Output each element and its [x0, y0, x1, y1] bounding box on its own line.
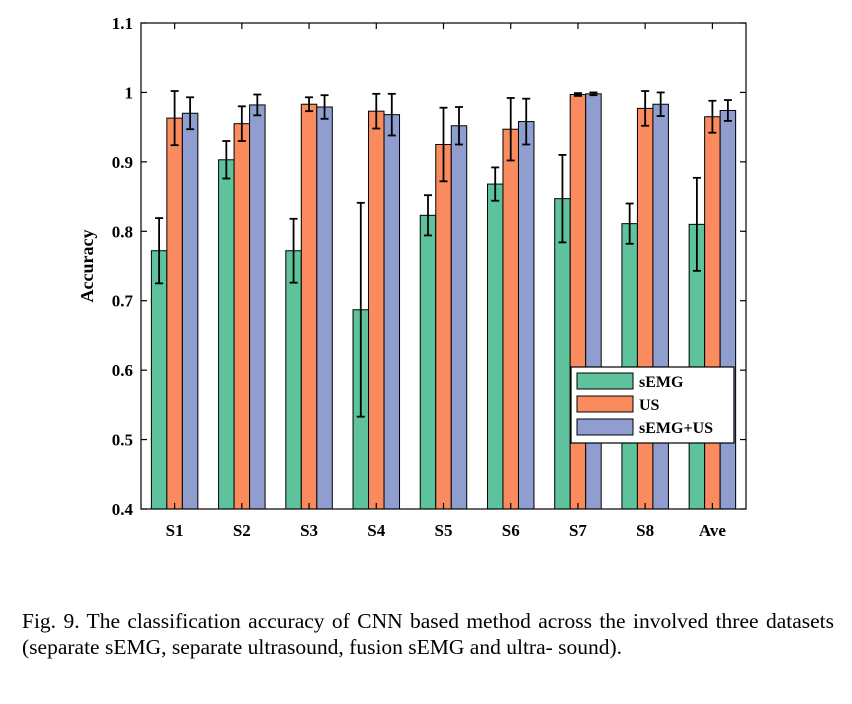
bar-semg-s3 — [285, 250, 302, 510]
x-tick-label: Ave — [699, 521, 727, 540]
error-bar — [305, 96, 314, 113]
legend-label: US — [639, 397, 660, 414]
bar-semg-us-s6 — [517, 121, 535, 510]
figure-caption: Fig. 9. The classification accuracy of C… — [22, 609, 834, 659]
bar-semg-s7 — [554, 198, 571, 510]
legend-swatch — [576, 418, 634, 436]
x-tick-label: S3 — [300, 521, 318, 540]
bar-semg-s6 — [486, 183, 504, 510]
error-bar — [320, 94, 329, 120]
bar-us-s8 — [636, 107, 654, 510]
bar-semg-us-s1 — [181, 112, 199, 510]
bar-semg-us-s3 — [316, 106, 333, 510]
bar-semg-us-s7 — [585, 93, 602, 510]
y-tick-label: 0.9 — [112, 153, 133, 172]
bar-chart: 0.4 0.5 0.6 0.7 0.8 0.9 1 1.1 S1 S2 S3 S4 S5 S6 S7 S8 A… — [77, 14, 747, 540]
error-bar — [573, 92, 582, 97]
error-bars-layer — [155, 90, 732, 418]
error-bar — [522, 97, 531, 146]
error-bar — [155, 217, 164, 285]
error-bar — [387, 92, 396, 137]
bar-semg-s1 — [150, 250, 168, 510]
error-bar — [289, 217, 298, 284]
bar-us-s7 — [569, 94, 587, 510]
legend-label: sEMG — [639, 374, 684, 391]
legend-swatch — [576, 395, 634, 413]
y-tick-label: 0.7 — [112, 292, 134, 311]
bar-us-s5 — [435, 144, 452, 510]
bar-us-s6 — [502, 128, 519, 510]
x-tick-label: S6 — [502, 521, 520, 540]
bar-semg-s2 — [218, 159, 235, 510]
x-tick-label: S2 — [233, 521, 251, 540]
x-tick-label: S7 — [569, 521, 587, 540]
bar-semg-us-s4 — [383, 114, 401, 510]
x-tick-label: S8 — [636, 521, 654, 540]
x-tick-label: S5 — [435, 521, 453, 540]
bar-semg-us-s5 — [450, 125, 468, 510]
y-axis-title: Accuracy — [77, 230, 97, 303]
error-bar — [222, 140, 231, 180]
error-bar — [656, 91, 665, 117]
y-tick-label: 0.5 — [112, 431, 133, 450]
error-bar — [455, 106, 463, 146]
bar-us-s3 — [300, 103, 318, 510]
bar-us-s4 — [368, 110, 385, 510]
bar-semg-s8 — [621, 223, 638, 510]
x-tick-label: S1 — [166, 521, 184, 540]
error-bar — [692, 176, 701, 272]
y-tick-label: 0.4 — [112, 500, 134, 519]
x-axis: S1 S2 S3 S4 S5 S6 S7 S8 Ave — [166, 23, 727, 540]
bar-semg-us-s8 — [652, 103, 669, 510]
error-bar — [186, 96, 195, 131]
error-bar — [506, 97, 515, 162]
error-bar — [356, 201, 365, 418]
error-bar — [439, 106, 448, 183]
bar-semg-us-s2 — [249, 104, 266, 510]
error-bar — [170, 90, 179, 147]
legend-label: sEMG+US — [639, 420, 713, 437]
legend: sEMG US sEMG+US — [570, 366, 735, 444]
x-tick-label: S4 — [367, 521, 385, 540]
y-tick-label: 0.8 — [112, 222, 133, 241]
error-bar — [372, 92, 381, 130]
error-bar — [237, 105, 246, 142]
error-bar — [625, 202, 634, 245]
bar-us-s2 — [233, 123, 251, 510]
y-axis: 0.4 0.5 0.6 0.7 0.8 0.9 1 1.1 — [112, 14, 746, 519]
error-bar — [641, 90, 650, 127]
error-bar — [424, 194, 432, 237]
legend-swatch — [576, 372, 634, 390]
bar-semg-s5 — [419, 214, 437, 510]
error-bar — [589, 91, 598, 97]
y-tick-label: 1 — [125, 83, 134, 102]
error-bar — [723, 99, 732, 122]
bar-us-ave — [704, 116, 721, 510]
bar-us-s1 — [166, 117, 183, 510]
error-bar — [491, 166, 500, 202]
y-tick-label: 0.6 — [112, 361, 133, 380]
bar-semg-us-ave — [719, 109, 737, 510]
y-tick-label: 1.1 — [112, 14, 133, 33]
error-bar — [253, 93, 262, 117]
error-bar — [558, 154, 567, 244]
error-bar — [708, 99, 717, 134]
